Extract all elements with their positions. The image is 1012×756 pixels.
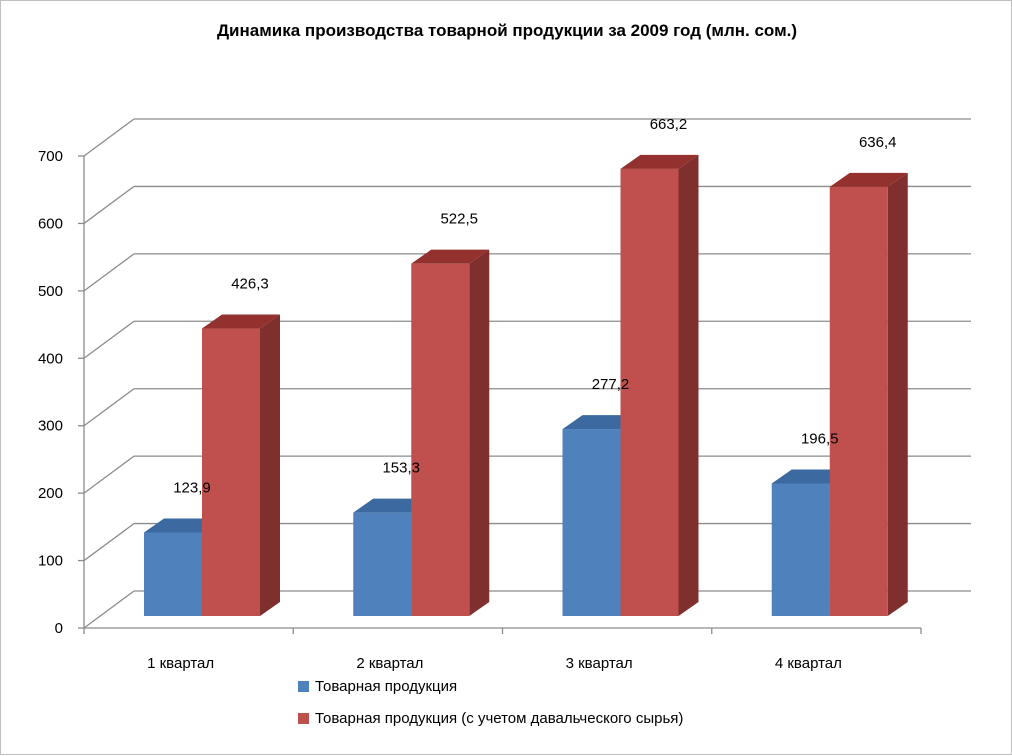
gridline-diagonal (83, 523, 135, 562)
y-tick-label: 200 (38, 485, 63, 502)
bar-series-2-2 (411, 263, 470, 616)
data-label-series-1-3: 277,2 (592, 376, 630, 393)
data-label-series-1-4: 196,5 (801, 431, 839, 448)
x-category-label-3: 3 квартал (566, 655, 633, 672)
legend-swatch-series-1 (298, 681, 309, 692)
chart-walls (84, 119, 134, 628)
bar-series-2-3 (620, 168, 679, 616)
bar-series-2-1 (202, 328, 260, 616)
gridline-diagonal (83, 455, 135, 494)
data-label-series-2-2: 522,5 (440, 211, 478, 228)
y-tick-label: 100 (38, 553, 63, 570)
bar-top-2-1 (202, 314, 280, 329)
data-label-series-1-1: 123,9 (173, 479, 211, 496)
gridline-diagonal (83, 253, 135, 292)
gridline-diagonal (83, 185, 135, 224)
gridline-diagonal (83, 320, 135, 359)
data-label-series-1-2: 153,3 (382, 460, 420, 477)
y-tick-label: 300 (38, 418, 63, 435)
legend-item-series-2: Товарная продукция (с учетом давальческо… (298, 709, 683, 729)
gridline-diagonal (83, 118, 135, 157)
bar-side-2-1 (260, 314, 280, 616)
x-category-label-1: 1 квартал (147, 655, 214, 672)
data-label-series-2-4: 636,4 (859, 134, 897, 151)
bar-series-1-3 (562, 429, 621, 616)
bar-side-2-4 (887, 172, 908, 616)
legend-label-series-1: Товарная продукция (315, 678, 458, 695)
y-tick-label: 500 (38, 283, 63, 300)
chart-title: Динамика производства товарной продукции… (216, 21, 798, 40)
legend-label-series-2: Товарная продукция (с учетом давальческо… (315, 710, 684, 727)
chart-axes: 0 100 200 300 400 500 600 700 1 квартал 2 квартал… (38, 148, 922, 672)
side-wall (84, 119, 134, 628)
bar-top-2-3 (620, 154, 699, 169)
y-tick-label: 0 (55, 620, 63, 637)
data-label-series-2-1: 426,3 (231, 276, 269, 293)
bar-series-1-2 (353, 512, 412, 616)
bar-top-2-2 (411, 249, 490, 264)
bar-series-1-4 (771, 483, 830, 616)
bar-top-2-4 (829, 172, 908, 187)
bar-side-2-3 (678, 154, 699, 616)
gridline-diagonal (83, 388, 135, 427)
data-label-series-2-3: 663,2 (650, 116, 688, 133)
legend-swatch-series-2 (298, 713, 309, 724)
bar-side-2-2 (469, 249, 490, 616)
gridline-diagonal (83, 590, 135, 629)
chart-bars (144, 154, 908, 616)
y-tick-label: 600 (38, 215, 63, 232)
x-category-label-2: 2 квартал (356, 655, 423, 672)
y-tick-label: 700 (38, 148, 63, 165)
y-tick-label: 400 (38, 350, 63, 367)
bar-series-1-1 (144, 532, 202, 616)
x-category-label-4: 4 квартал (775, 655, 842, 672)
legend-item-series-1: Товарная продукция (298, 677, 457, 697)
chart-labels: 123,9 426,3 153,3 522,5 277,2 663,2 196,5 636,4 (173, 116, 896, 497)
bar-series-2-4 (829, 186, 888, 616)
